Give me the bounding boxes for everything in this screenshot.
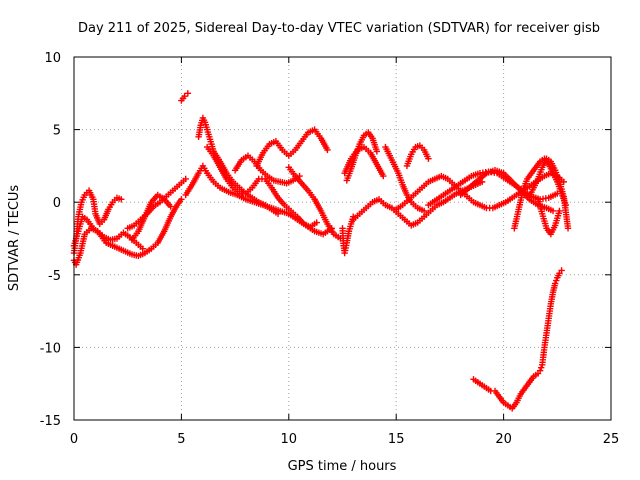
data-point (274, 210, 282, 218)
y-tick-label: 5 (53, 124, 61, 139)
data-point (178, 196, 185, 203)
series-arc-12 (285, 164, 344, 242)
data-point (425, 155, 432, 162)
data-point (558, 267, 565, 274)
data-point (118, 196, 125, 203)
data-point (380, 172, 387, 180)
data-point (537, 364, 545, 371)
x-axis-label: GPS time / hours (288, 459, 397, 474)
x-tick-label: 10 (281, 432, 298, 447)
x-tick-label: 25 (603, 432, 620, 447)
data-point (420, 207, 428, 215)
data-point (536, 367, 544, 374)
y-tick-label: 10 (44, 51, 61, 66)
series-arc-9 (203, 143, 320, 231)
chart-grid (74, 57, 611, 420)
data-point (181, 93, 188, 100)
data-point (324, 146, 331, 154)
data-point (182, 175, 189, 183)
series-arc-16 (350, 178, 486, 229)
x-tick-label: 15 (388, 432, 405, 447)
y-axis-label: SDTVAR / TECUs (7, 185, 22, 292)
x-tick-label: 5 (177, 432, 185, 447)
data-point (564, 225, 572, 232)
series-arc-15 (341, 143, 387, 180)
y-tick-labels: -15 -10 -5 0 5 10 (40, 51, 61, 429)
x-tick-labels: 0 5 10 15 20 25 (70, 432, 619, 447)
plot-frame (73, 56, 612, 421)
data-point (184, 90, 192, 97)
y-tick-label: -5 (48, 269, 61, 284)
series-arc-6 (178, 90, 192, 104)
x-tick-label: 20 (495, 432, 512, 447)
data-point (553, 277, 560, 284)
series-arc-25 (470, 267, 565, 412)
y-tick-label: -15 (40, 414, 61, 429)
series-arc-18 (403, 142, 432, 170)
data-point (549, 207, 557, 215)
data-point (556, 207, 563, 215)
data-point (167, 203, 174, 210)
data-points (70, 90, 572, 412)
data-point (373, 148, 381, 155)
series-arc-11 (253, 126, 331, 170)
chart-title: Day 211 of 2025, Sidereal Day-to-day VTE… (78, 21, 600, 36)
series-arc-24 (534, 196, 563, 238)
series-arc-21 (457, 167, 557, 215)
data-point (551, 280, 559, 287)
x-tick-label: 0 (70, 432, 78, 447)
y-tick-label: 0 (53, 196, 61, 211)
series-arc-23 (526, 155, 572, 232)
series-arc-5 (128, 191, 174, 244)
y-tick-label: -10 (40, 341, 61, 356)
series-arc-3 (70, 196, 185, 260)
data-point (313, 219, 320, 226)
